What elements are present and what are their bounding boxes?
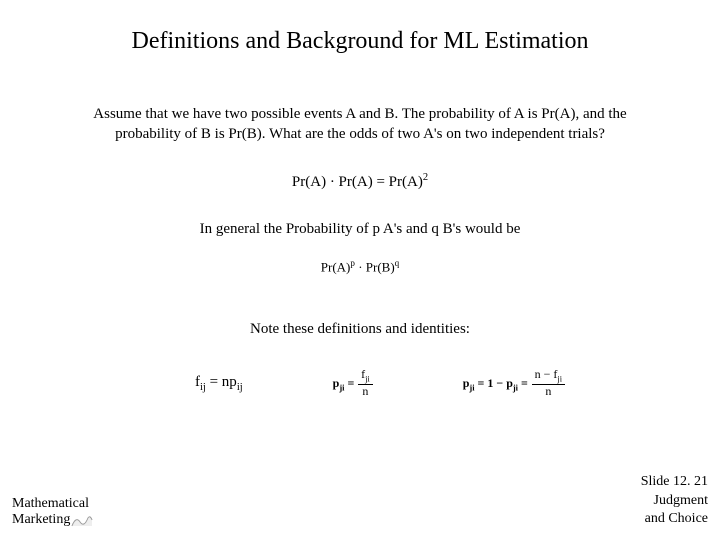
- footer-right-line2: Judgment: [641, 492, 708, 510]
- logo-icon: [70, 512, 94, 528]
- formula-row: fij = npij pji = fjin pji = 1 − pji = n …: [0, 368, 720, 398]
- body-text: Assume that we have two possible events …: [0, 105, 720, 144]
- footer-right-line1: Slide 12. 21: [641, 473, 708, 491]
- formula-3: fij = npij: [195, 374, 243, 393]
- footer-left-line2: Marketing: [12, 512, 70, 528]
- footer-right-line3: and Choice: [641, 510, 708, 528]
- formula-4: pji = fjin: [333, 368, 373, 398]
- general-text: In general the Probability of p A's and …: [0, 221, 720, 238]
- footer-left-line1: Mathematical: [12, 496, 94, 512]
- slide-title: Definitions and Background for ML Estima…: [0, 0, 720, 55]
- formula-5: pji = 1 − pji = n − fjin: [463, 368, 565, 398]
- definitions-text: Note these definitions and identities:: [0, 321, 720, 338]
- footer-left: Mathematical Marketing: [12, 496, 94, 528]
- formula-1: Pr(A) · Pr(A) = Pr(A)2: [0, 172, 720, 191]
- footer-right: Slide 12. 21 Judgment and Choice: [641, 473, 708, 528]
- formula-2: Pr(A)p · Pr(B)q: [0, 258, 720, 275]
